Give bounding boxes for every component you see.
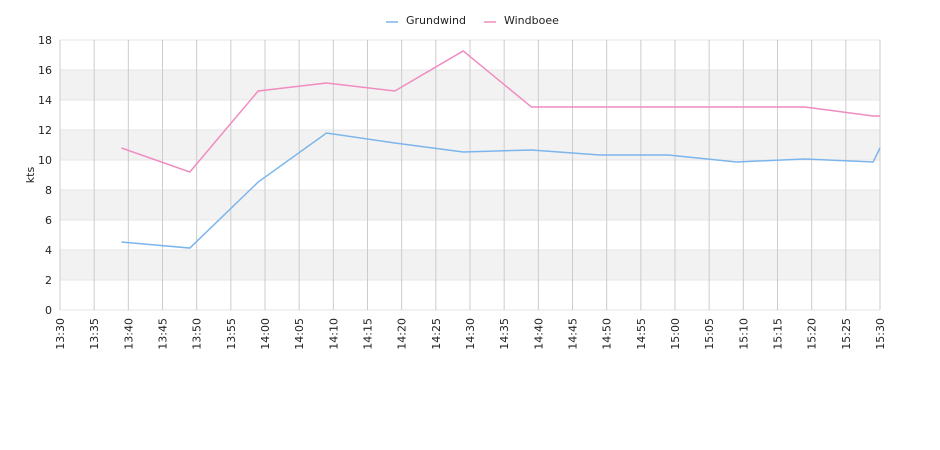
x-tick-label: 15:05 — [703, 318, 716, 350]
y-tick-label: 18 — [38, 34, 52, 47]
x-tick-label: 14:25 — [430, 318, 443, 350]
x-tick-label: 14:05 — [293, 318, 306, 350]
x-tick-label: 13:30 — [54, 318, 67, 350]
x-tick-label: 14:35 — [498, 318, 511, 350]
y-tick-label: 4 — [45, 244, 52, 257]
x-tick-label: 13:55 — [225, 318, 238, 350]
y-tick-label: 8 — [45, 184, 52, 197]
y-axis-label: kts — [24, 167, 37, 184]
y-tick-label: 16 — [38, 64, 52, 77]
x-tick-label: 15:20 — [806, 318, 819, 350]
x-tick-label: 14:15 — [362, 318, 375, 350]
y-tick-label: 12 — [38, 124, 52, 137]
y-tick-label: 0 — [45, 304, 52, 317]
y-tick-label: 10 — [38, 154, 52, 167]
line-series — [121, 50, 880, 173]
x-tick-label: 15:30 — [874, 318, 887, 350]
x-tick-label: 15:00 — [669, 318, 682, 350]
x-tick-label: 14:20 — [396, 318, 409, 350]
y-tick-label: 6 — [45, 214, 52, 227]
legend-label: Grundwind — [406, 14, 466, 27]
x-tick-label: 13:40 — [122, 318, 135, 350]
x-tick-label: 14:45 — [567, 318, 580, 350]
legend-label: Windboee — [504, 14, 559, 27]
x-tick-label: 15:25 — [840, 318, 853, 350]
x-tick-label: 14:30 — [464, 318, 477, 350]
x-tick-label: 14:40 — [532, 318, 545, 350]
x-tick-label: 13:50 — [191, 318, 204, 350]
y-tick-label: 14 — [38, 94, 52, 107]
y-tick-label: 2 — [45, 274, 52, 287]
x-tick-label: 14:00 — [259, 318, 272, 350]
x-tick-label: 14:55 — [635, 318, 648, 350]
x-tick-label: 13:45 — [157, 318, 170, 350]
x-tick-label: 14:10 — [327, 318, 340, 350]
x-tick-label: 13:35 — [88, 318, 101, 350]
x-tick-label: 14:50 — [601, 318, 614, 350]
x-tick-label: 15:15 — [772, 318, 785, 350]
line-series — [121, 132, 881, 249]
x-tick-label: 15:10 — [737, 318, 750, 350]
